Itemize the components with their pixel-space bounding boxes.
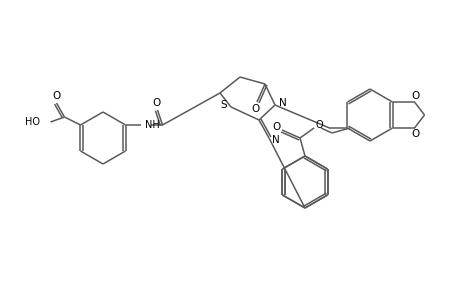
Text: O: O <box>314 120 322 130</box>
Text: N: N <box>279 98 286 108</box>
Text: N: N <box>272 135 279 145</box>
Text: S: S <box>220 100 227 110</box>
Text: O: O <box>252 104 259 114</box>
Text: O: O <box>410 129 419 139</box>
Text: NH: NH <box>144 120 159 130</box>
Text: O: O <box>272 122 280 132</box>
Text: HO: HO <box>25 117 40 127</box>
Text: O: O <box>410 91 419 101</box>
Text: O: O <box>52 91 61 101</box>
Text: O: O <box>152 98 160 108</box>
